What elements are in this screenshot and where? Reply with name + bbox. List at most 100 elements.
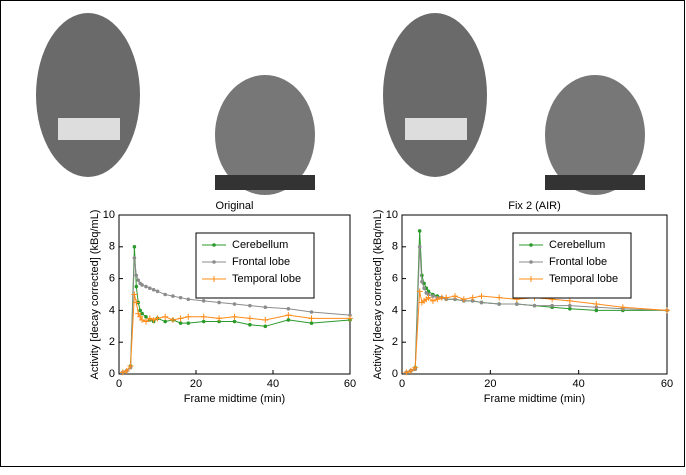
x-tick-label: 60 — [661, 378, 673, 390]
legend-box — [195, 232, 315, 299]
y-tick-label: 6 — [392, 273, 398, 285]
x-tick-label: 0 — [116, 378, 122, 390]
point-marker — [169, 316, 176, 323]
brain-coronal — [545, 75, 645, 195]
point-marker — [138, 308, 142, 313]
point-marker — [248, 322, 252, 327]
point-marker — [619, 304, 626, 311]
point-marker — [133, 299, 140, 306]
x-tick-label: 20 — [484, 378, 496, 390]
point-marker — [123, 367, 130, 374]
legend-marker — [212, 243, 216, 247]
brain-detail — [58, 118, 120, 140]
point-marker — [231, 313, 238, 320]
series-line — [122, 257, 351, 373]
point-marker — [132, 245, 137, 249]
y-tick-label: 2 — [109, 336, 115, 348]
point-marker — [178, 321, 183, 325]
point-marker — [216, 315, 223, 322]
point-marker — [469, 294, 476, 301]
point-marker — [568, 307, 572, 311]
point-marker — [286, 318, 291, 322]
point-marker — [200, 313, 207, 320]
point-marker — [150, 316, 157, 323]
x-axis-label: Frame midtime (min) — [184, 393, 285, 405]
y-tick-label: 2 — [392, 336, 398, 348]
legend-label: Cerebellum — [232, 239, 288, 251]
point-marker — [593, 301, 600, 308]
point-marker — [185, 313, 192, 320]
point-marker — [154, 315, 161, 322]
point-marker — [140, 283, 144, 287]
point-marker — [285, 312, 292, 319]
chart-title: Fix 2 (AIR) — [508, 200, 561, 212]
point-marker — [460, 296, 467, 303]
point-marker — [201, 299, 206, 303]
point-marker — [217, 319, 221, 324]
series-line — [122, 246, 351, 373]
legend-marker — [211, 276, 217, 282]
point-marker — [594, 305, 599, 310]
x-tick-label: 60 — [344, 378, 356, 390]
point-marker — [134, 273, 139, 278]
point-marker — [140, 311, 144, 316]
point-marker — [163, 292, 167, 297]
plot-area — [401, 214, 668, 375]
legend-box — [512, 232, 632, 299]
point-marker — [407, 367, 414, 374]
point-marker — [416, 288, 423, 295]
point-marker — [431, 294, 435, 298]
legend-marker — [529, 260, 533, 264]
series-line — [406, 246, 668, 373]
point-marker — [286, 307, 291, 311]
x-axis-label: Frame midtime (min) — [484, 393, 585, 405]
point-marker — [478, 293, 485, 300]
y-axis-label: Activity [decay corrected] (kBq/mL) — [372, 210, 384, 380]
point-marker — [470, 299, 475, 303]
point-marker — [135, 310, 142, 317]
point-marker — [453, 297, 457, 302]
point-marker — [119, 369, 126, 376]
point-marker — [262, 316, 269, 323]
point-marker — [566, 297, 573, 304]
point-marker — [422, 286, 426, 290]
point-marker — [142, 318, 149, 325]
point-marker — [232, 302, 237, 306]
point-marker — [308, 315, 315, 322]
point-marker — [496, 294, 503, 301]
legend-label: Temporal lobe — [232, 273, 301, 285]
point-marker — [434, 296, 441, 303]
point-marker — [309, 321, 314, 325]
point-marker — [550, 303, 554, 308]
point-marker — [443, 294, 450, 301]
point-marker — [132, 256, 137, 260]
point-marker — [420, 279, 424, 284]
point-marker — [429, 297, 436, 304]
point-marker — [417, 229, 422, 233]
x-tick-label: 20 — [190, 378, 202, 390]
legend-label: Cerebellum — [549, 239, 605, 251]
brain-coronal — [215, 75, 315, 195]
point-marker — [163, 319, 167, 324]
point-marker — [144, 314, 148, 319]
point-marker — [144, 284, 148, 289]
point-marker — [201, 319, 206, 324]
point-marker — [348, 313, 352, 317]
brain-detail — [545, 175, 645, 190]
point-marker — [479, 300, 484, 305]
y-tick-label: 4 — [109, 304, 115, 316]
legend-label: Frontal lobe — [232, 256, 290, 268]
point-marker — [162, 313, 169, 320]
point-marker — [309, 310, 314, 314]
chart-title: Original — [216, 200, 254, 212]
legend-marker — [212, 260, 216, 264]
legend-marker — [528, 276, 534, 282]
point-marker — [136, 278, 141, 282]
point-marker — [178, 295, 183, 300]
point-marker — [139, 316, 146, 323]
brain-sagittal — [383, 13, 487, 177]
point-marker — [186, 297, 191, 302]
point-marker — [171, 294, 175, 298]
point-marker — [248, 303, 252, 308]
